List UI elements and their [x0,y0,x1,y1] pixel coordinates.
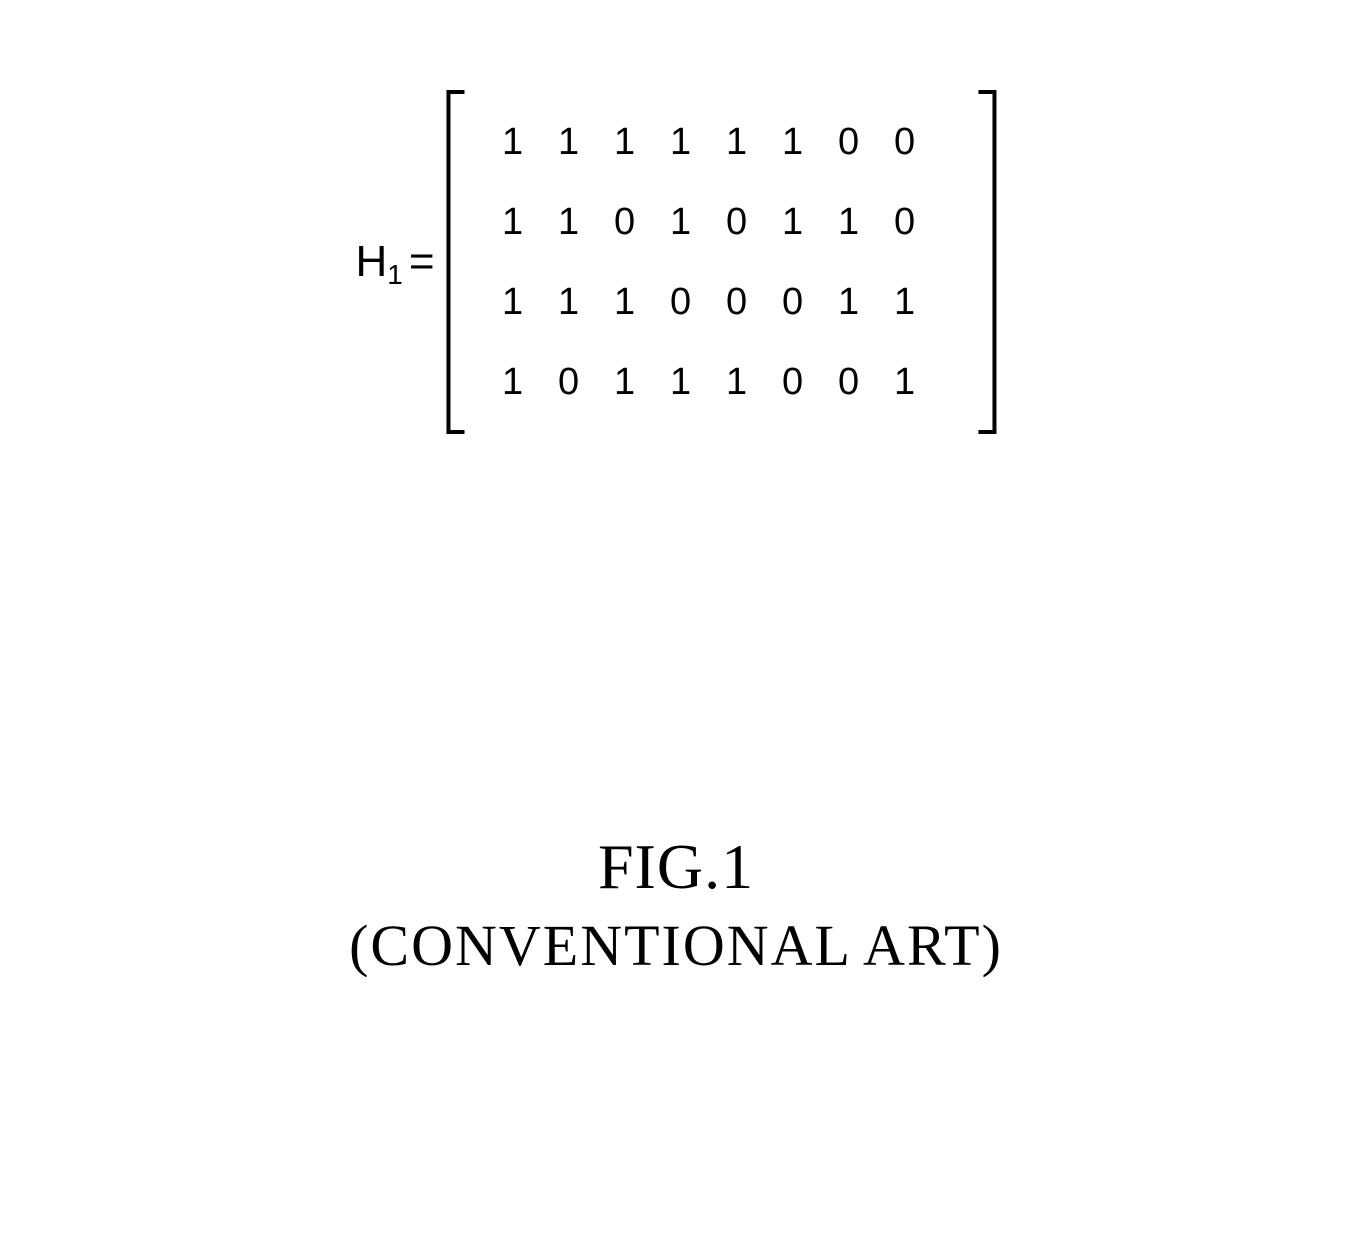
matrix-cell: 1 [825,186,873,258]
matrix-cell: 0 [769,346,817,418]
matrix-cell: 1 [881,266,929,338]
matrix-cell: 1 [489,106,537,178]
figure-caption: FIG.1 (CONVENTIONAL ART) [349,830,1003,979]
matrix-cell: 0 [713,186,761,258]
matrix-cell: 1 [545,266,593,338]
matrix-cell: 1 [657,106,705,178]
matrix-cell: 1 [769,106,817,178]
matrix-cell: 1 [545,186,593,258]
matrix-cell: 1 [601,346,649,418]
matrix-cell: 1 [713,346,761,418]
matrix-cell: 1 [657,346,705,418]
matrix-body: 1 1 1 1 1 1 0 0 1 1 0 1 0 1 1 0 1 1 1 0 … [447,90,997,434]
matrix-cell: 1 [881,346,929,418]
matrix-cell: 0 [545,346,593,418]
matrix-cell: 0 [713,266,761,338]
matrix-cell: 1 [769,186,817,258]
matrix-cell: 1 [713,106,761,178]
matrix-cell: 0 [825,346,873,418]
matrix-cell: 0 [881,106,929,178]
matrix-cell: 0 [601,186,649,258]
equals-sign: = [409,237,435,287]
matrix-cell: 0 [881,186,929,258]
matrix-cell: 1 [489,346,537,418]
figure-number: FIG.1 [349,830,1003,904]
matrix-equation: H 1 = 1 1 1 1 1 1 0 0 1 1 0 1 0 1 1 0 1 … [355,90,996,434]
matrix-cell: 1 [545,106,593,178]
matrix-cell: 1 [825,266,873,338]
matrix-cell: 1 [489,186,537,258]
matrix-variable: H [355,237,387,287]
figure-subtitle: (CONVENTIONAL ART) [349,912,1003,979]
matrix-cell: 1 [601,106,649,178]
matrix-cell: 1 [601,266,649,338]
matrix-cell: 1 [657,186,705,258]
matrix-subscript: 1 [387,259,403,291]
matrix-cell: 0 [769,266,817,338]
matrix-cell: 1 [489,266,537,338]
matrix-cell: 0 [825,106,873,178]
matrix-cell: 0 [657,266,705,338]
right-bracket [979,90,997,434]
left-bracket [447,90,465,434]
matrix-grid: 1 1 1 1 1 1 0 0 1 1 0 1 0 1 1 0 1 1 1 0 … [465,90,979,434]
matrix-label: H 1 = [355,237,434,287]
